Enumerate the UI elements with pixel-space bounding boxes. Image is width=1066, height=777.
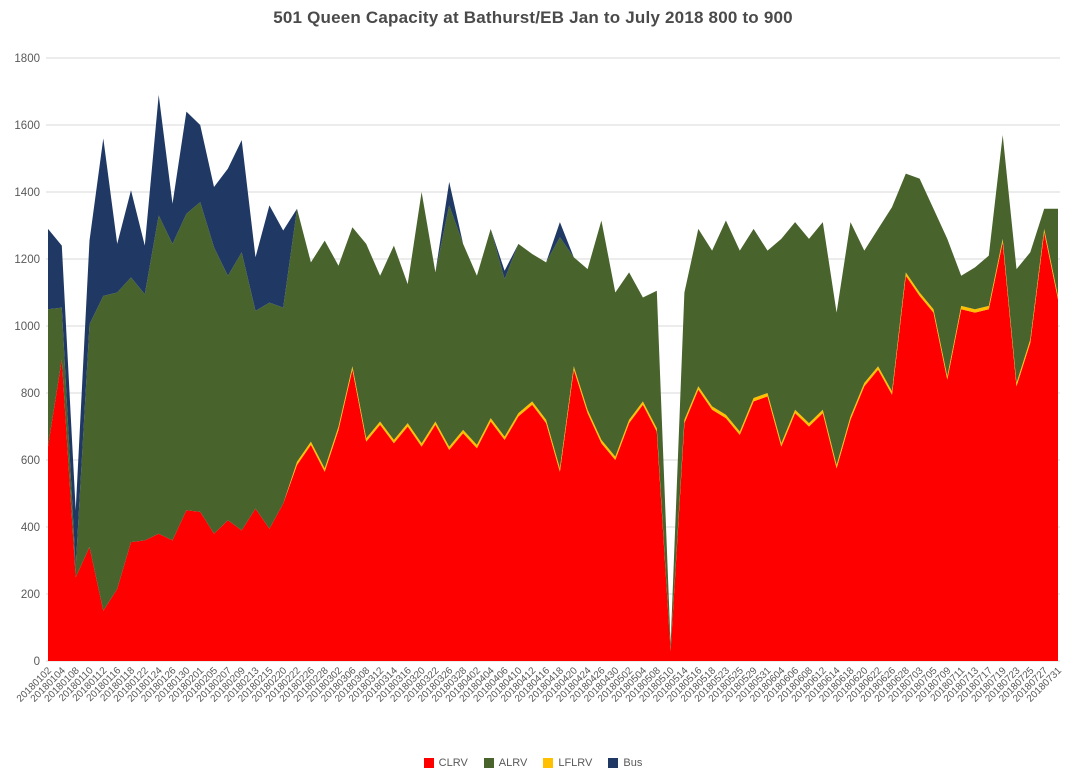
legend-label-CLRV: CLRV bbox=[438, 757, 468, 769]
legend-label-ALRV: ALRV bbox=[498, 757, 528, 769]
y-tick-label: 0 bbox=[34, 656, 40, 668]
legend-swatch-CLRV bbox=[423, 758, 434, 768]
y-tick-label: 1800 bbox=[14, 53, 40, 65]
area-ALRV bbox=[48, 135, 1058, 651]
legend-swatch-ALRV bbox=[483, 758, 494, 768]
legend-label-LFLRV: LFLRV bbox=[558, 757, 593, 769]
y-tick-label: 1600 bbox=[14, 120, 40, 132]
legend-label-Bus: Bus bbox=[623, 757, 643, 769]
area-CLRV bbox=[48, 232, 1058, 661]
legend: CLRV ALRV LFLRV Bus bbox=[0, 757, 1066, 769]
y-tick-label: 1200 bbox=[14, 254, 40, 266]
y-tick-label: 200 bbox=[21, 589, 40, 601]
y-tick-label: 800 bbox=[21, 388, 40, 400]
legend-item-LFLRV: LFLRV bbox=[543, 757, 592, 769]
legend-swatch-LFLRV bbox=[543, 758, 554, 768]
y-tick-label: 600 bbox=[21, 455, 40, 467]
chart-title: 501 Queen Capacity at Bathurst/EB Jan to… bbox=[273, 8, 793, 27]
legend-item-CLRV: CLRV bbox=[423, 757, 468, 769]
y-tick-label: 400 bbox=[21, 522, 40, 534]
legend-item-ALRV: ALRV bbox=[483, 757, 528, 769]
y-tick-label: 1400 bbox=[14, 187, 40, 199]
legend-swatch-Bus bbox=[608, 758, 619, 768]
legend-item-Bus: Bus bbox=[608, 757, 642, 769]
y-tick-label: 1000 bbox=[14, 321, 40, 333]
